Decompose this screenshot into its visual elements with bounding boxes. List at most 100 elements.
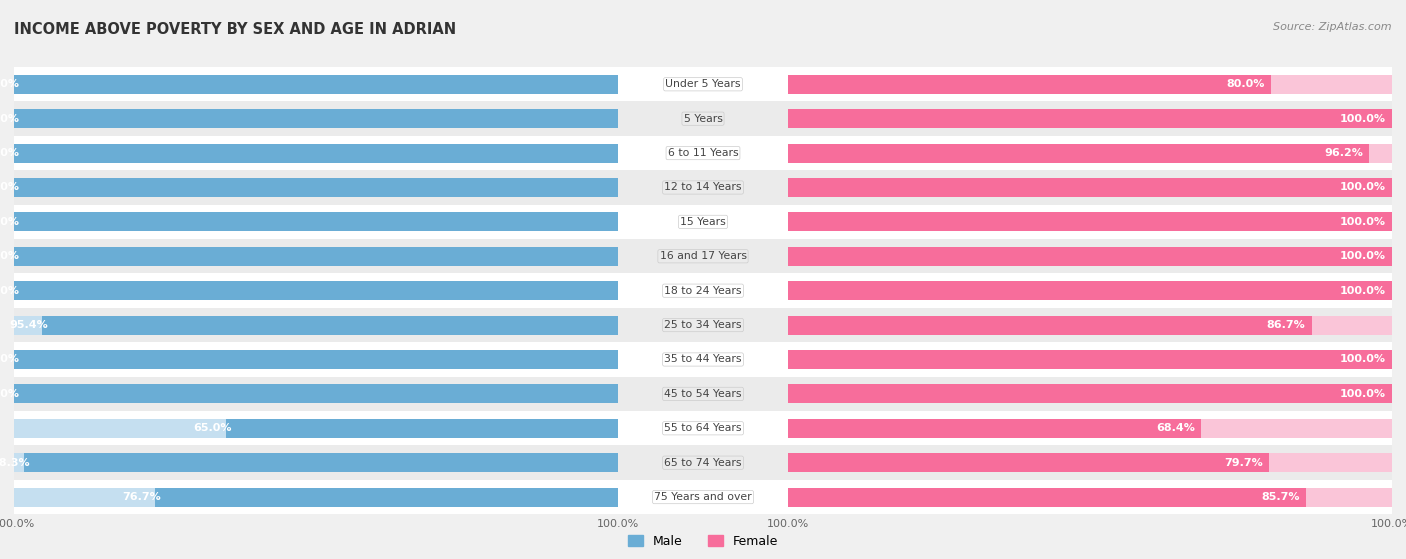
Bar [14, 281, 619, 300]
Bar [14, 144, 619, 163]
Text: 45 to 54 Years: 45 to 54 Years [664, 389, 742, 399]
Bar [787, 281, 1392, 300]
Text: 68.4%: 68.4% [1156, 423, 1195, 433]
Bar [14, 178, 619, 197]
Bar [14, 102, 619, 136]
Bar [787, 453, 1270, 472]
Bar [14, 453, 619, 472]
Text: 100.0%: 100.0% [1340, 286, 1386, 296]
Bar [14, 247, 619, 266]
Bar [787, 75, 1392, 94]
Bar [14, 247, 619, 266]
Bar [787, 377, 1392, 411]
Bar [787, 212, 1392, 231]
Bar [619, 342, 787, 377]
Bar [787, 419, 1201, 438]
Bar [619, 308, 787, 342]
Bar [14, 480, 619, 514]
Bar [787, 247, 1392, 266]
Text: 65.0%: 65.0% [193, 423, 232, 433]
Bar [14, 239, 619, 273]
Bar [787, 273, 1392, 308]
Bar [787, 109, 1392, 128]
Bar [14, 109, 619, 128]
Text: 100.0%: 100.0% [1340, 389, 1386, 399]
Bar [619, 102, 787, 136]
Text: 100.0%: 100.0% [0, 182, 20, 192]
Bar [787, 178, 1392, 197]
Bar [42, 316, 619, 334]
Bar [787, 239, 1392, 273]
Bar [14, 419, 619, 438]
Bar [14, 446, 619, 480]
Bar [14, 75, 619, 94]
Bar [787, 487, 1306, 506]
Bar [14, 170, 619, 205]
Text: 100.0%: 100.0% [0, 113, 20, 124]
Bar [787, 144, 1392, 163]
Text: INCOME ABOVE POVERTY BY SEX AND AGE IN ADRIAN: INCOME ABOVE POVERTY BY SEX AND AGE IN A… [14, 22, 456, 37]
Bar [14, 385, 619, 404]
Text: Source: ZipAtlas.com: Source: ZipAtlas.com [1274, 22, 1392, 32]
Text: 86.7%: 86.7% [1267, 320, 1306, 330]
Bar [14, 377, 619, 411]
Bar [787, 247, 1392, 266]
Text: 25 to 34 Years: 25 to 34 Years [664, 320, 742, 330]
Bar [14, 205, 619, 239]
Bar [787, 308, 1392, 342]
Bar [14, 342, 619, 377]
Bar [787, 453, 1392, 472]
Bar [14, 178, 619, 197]
Bar [155, 487, 619, 506]
Text: 5 Years: 5 Years [683, 113, 723, 124]
Bar [787, 109, 1392, 128]
Text: 100.0%: 100.0% [0, 389, 20, 399]
Text: 100.0%: 100.0% [1340, 217, 1386, 227]
Bar [787, 136, 1392, 170]
Bar [619, 480, 787, 514]
Text: 18 to 24 Years: 18 to 24 Years [664, 286, 742, 296]
Text: 100.0%: 100.0% [0, 79, 20, 89]
Bar [787, 67, 1392, 102]
Text: 85.7%: 85.7% [1261, 492, 1299, 502]
Text: 12 to 14 Years: 12 to 14 Years [664, 182, 742, 192]
Bar [619, 377, 787, 411]
Text: 80.0%: 80.0% [1226, 79, 1265, 89]
Bar [14, 136, 619, 170]
Bar [14, 316, 619, 334]
Bar [14, 281, 619, 300]
Text: 100.0%: 100.0% [0, 354, 20, 364]
Bar [787, 316, 1392, 334]
Bar [787, 212, 1392, 231]
Bar [787, 411, 1392, 446]
Bar [787, 385, 1392, 404]
Text: 96.2%: 96.2% [1324, 148, 1362, 158]
Text: 79.7%: 79.7% [1225, 458, 1263, 468]
Bar [787, 385, 1392, 404]
Bar [619, 411, 787, 446]
Bar [619, 170, 787, 205]
Bar [787, 487, 1392, 506]
Text: 100.0%: 100.0% [1340, 252, 1386, 261]
Bar [787, 480, 1392, 514]
Bar [14, 487, 619, 506]
Bar [14, 411, 619, 446]
Bar [787, 205, 1392, 239]
Text: 15 Years: 15 Years [681, 217, 725, 227]
Bar [787, 350, 1392, 369]
Bar [14, 109, 619, 128]
Bar [14, 67, 619, 102]
Bar [24, 453, 619, 472]
Bar [14, 385, 619, 404]
Legend: Male, Female: Male, Female [623, 530, 783, 553]
Text: 98.3%: 98.3% [0, 458, 31, 468]
Bar [787, 102, 1392, 136]
Bar [619, 273, 787, 308]
Bar [14, 308, 619, 342]
Text: 16 and 17 Years: 16 and 17 Years [659, 252, 747, 261]
Bar [787, 178, 1392, 197]
Bar [787, 446, 1392, 480]
Text: 100.0%: 100.0% [1340, 182, 1386, 192]
Text: 76.7%: 76.7% [122, 492, 160, 502]
Text: 75 Years and over: 75 Years and over [654, 492, 752, 502]
